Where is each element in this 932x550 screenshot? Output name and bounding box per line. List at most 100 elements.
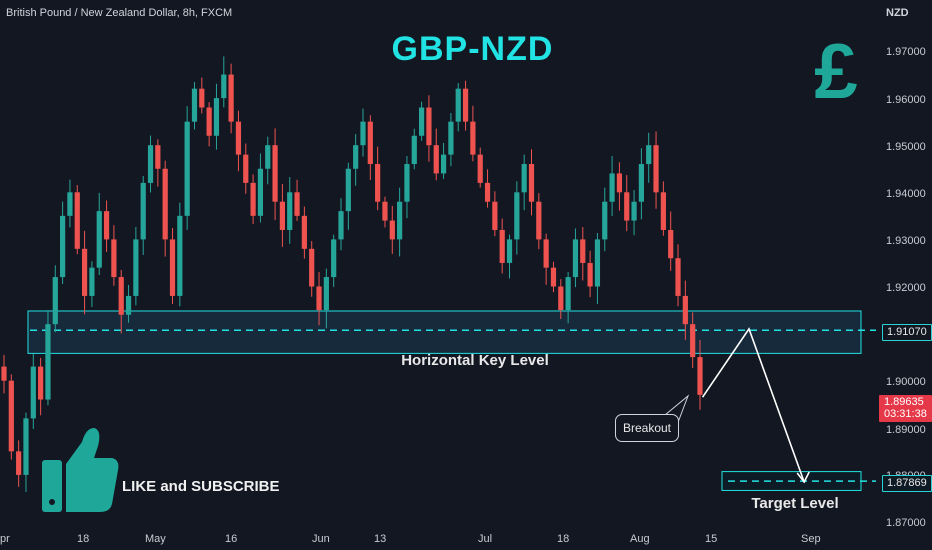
candle-body xyxy=(440,154,447,174)
pound-icon: £ xyxy=(814,27,858,115)
candle-body xyxy=(580,239,586,263)
candle-body xyxy=(690,324,696,358)
candle-body xyxy=(74,192,80,249)
y-tick: 1.97000 xyxy=(886,46,926,58)
like-subscribe-text: LIKE and SUBSCRIBE xyxy=(122,478,280,495)
candle-body xyxy=(514,192,520,240)
candle-body xyxy=(45,324,51,400)
candle-body xyxy=(111,239,117,278)
last-price-badge: 1.89635 03:31:38 xyxy=(879,395,932,422)
target-level-label: Target Level xyxy=(751,495,839,512)
candle-body xyxy=(433,145,439,174)
x-tick: 13 xyxy=(374,533,387,545)
candle-body xyxy=(206,107,212,136)
candle-body xyxy=(565,277,571,311)
candle-body xyxy=(1,366,7,381)
candle-body xyxy=(506,239,513,263)
chart-title: GBP-NZD xyxy=(391,30,554,68)
candle-body xyxy=(52,277,58,325)
candle-body xyxy=(697,357,703,395)
candle-body xyxy=(199,88,205,108)
candle-body xyxy=(638,164,644,202)
candle-body xyxy=(360,121,366,146)
projection-path xyxy=(701,327,805,483)
candle-body xyxy=(477,154,483,183)
candle-body xyxy=(155,145,161,169)
x-tick: Aug xyxy=(630,533,650,545)
candle-body xyxy=(89,267,95,296)
candle-body xyxy=(235,121,242,155)
candle-body xyxy=(609,173,615,202)
candle-body xyxy=(536,201,542,240)
candle-body xyxy=(587,262,593,287)
candle-body xyxy=(147,145,154,183)
candle-body xyxy=(177,215,183,296)
key-level-zone xyxy=(27,310,862,354)
x-tick: 18 xyxy=(77,533,90,545)
candle-body xyxy=(397,201,403,240)
key-level-price-badge: 1.91070 xyxy=(882,324,932,341)
candle-body xyxy=(419,107,425,136)
y-tick: 1.87000 xyxy=(886,517,926,529)
candle-body xyxy=(316,286,322,311)
x-tick: 15 xyxy=(705,533,718,545)
candle-body xyxy=(16,451,22,475)
candle-body xyxy=(81,248,88,296)
candle-body xyxy=(67,192,73,216)
candle-body xyxy=(616,173,623,193)
candle-body xyxy=(309,248,315,287)
candle-body xyxy=(646,145,652,165)
candle-body xyxy=(162,168,168,240)
candle-body xyxy=(213,98,220,136)
candle-body xyxy=(624,192,630,221)
target-price-badge: 1.87869 xyxy=(882,475,932,492)
candle-body xyxy=(455,88,461,122)
candle-body xyxy=(301,215,307,249)
candle-body xyxy=(265,145,271,169)
candle-body xyxy=(345,168,351,212)
candle-body xyxy=(528,164,535,202)
candle-body xyxy=(103,211,110,240)
candle-body xyxy=(653,145,659,193)
candle-body xyxy=(602,201,608,240)
candle-body xyxy=(250,182,256,216)
candle-body xyxy=(521,164,527,193)
candle-body xyxy=(338,211,344,240)
thumbs-up-icon xyxy=(42,428,119,512)
candle-body xyxy=(191,88,198,122)
y-tick: 1.96000 xyxy=(886,94,926,106)
x-tick: Jul xyxy=(478,533,493,545)
candle-body xyxy=(60,215,66,278)
candle-body xyxy=(631,201,637,221)
candle-body xyxy=(257,168,264,216)
symbol-title: British Pound / New Zealand Dollar, 8h, … xyxy=(6,7,233,19)
candle-body xyxy=(30,366,36,419)
candle-body xyxy=(272,145,278,202)
candle-body xyxy=(331,239,337,278)
countdown-timer: 03:31:38 xyxy=(884,408,927,420)
candle-body xyxy=(118,277,124,315)
candle-body xyxy=(660,192,666,230)
key-level-label: Horizontal Key Level xyxy=(401,352,549,369)
candle-body xyxy=(133,239,139,296)
candle-body xyxy=(323,277,329,311)
candle-body xyxy=(572,239,579,278)
candle-body xyxy=(448,121,454,155)
candle-body xyxy=(221,74,227,99)
projection-arrowhead xyxy=(796,471,810,484)
candle-body xyxy=(411,135,417,165)
candle-body xyxy=(375,164,381,202)
candle-body xyxy=(23,418,29,475)
last-price-value: 1.89635 xyxy=(884,396,924,408)
candle-body xyxy=(169,239,176,296)
breakout-callout: Breakout xyxy=(615,414,679,442)
candle-body xyxy=(462,88,469,122)
y-tick: 1.93000 xyxy=(886,235,926,247)
candle-body xyxy=(550,267,557,287)
candle-body xyxy=(287,192,293,230)
candle-body xyxy=(125,295,132,315)
candle-body xyxy=(382,201,388,221)
candle-body xyxy=(668,229,674,259)
candle-body xyxy=(543,239,549,268)
